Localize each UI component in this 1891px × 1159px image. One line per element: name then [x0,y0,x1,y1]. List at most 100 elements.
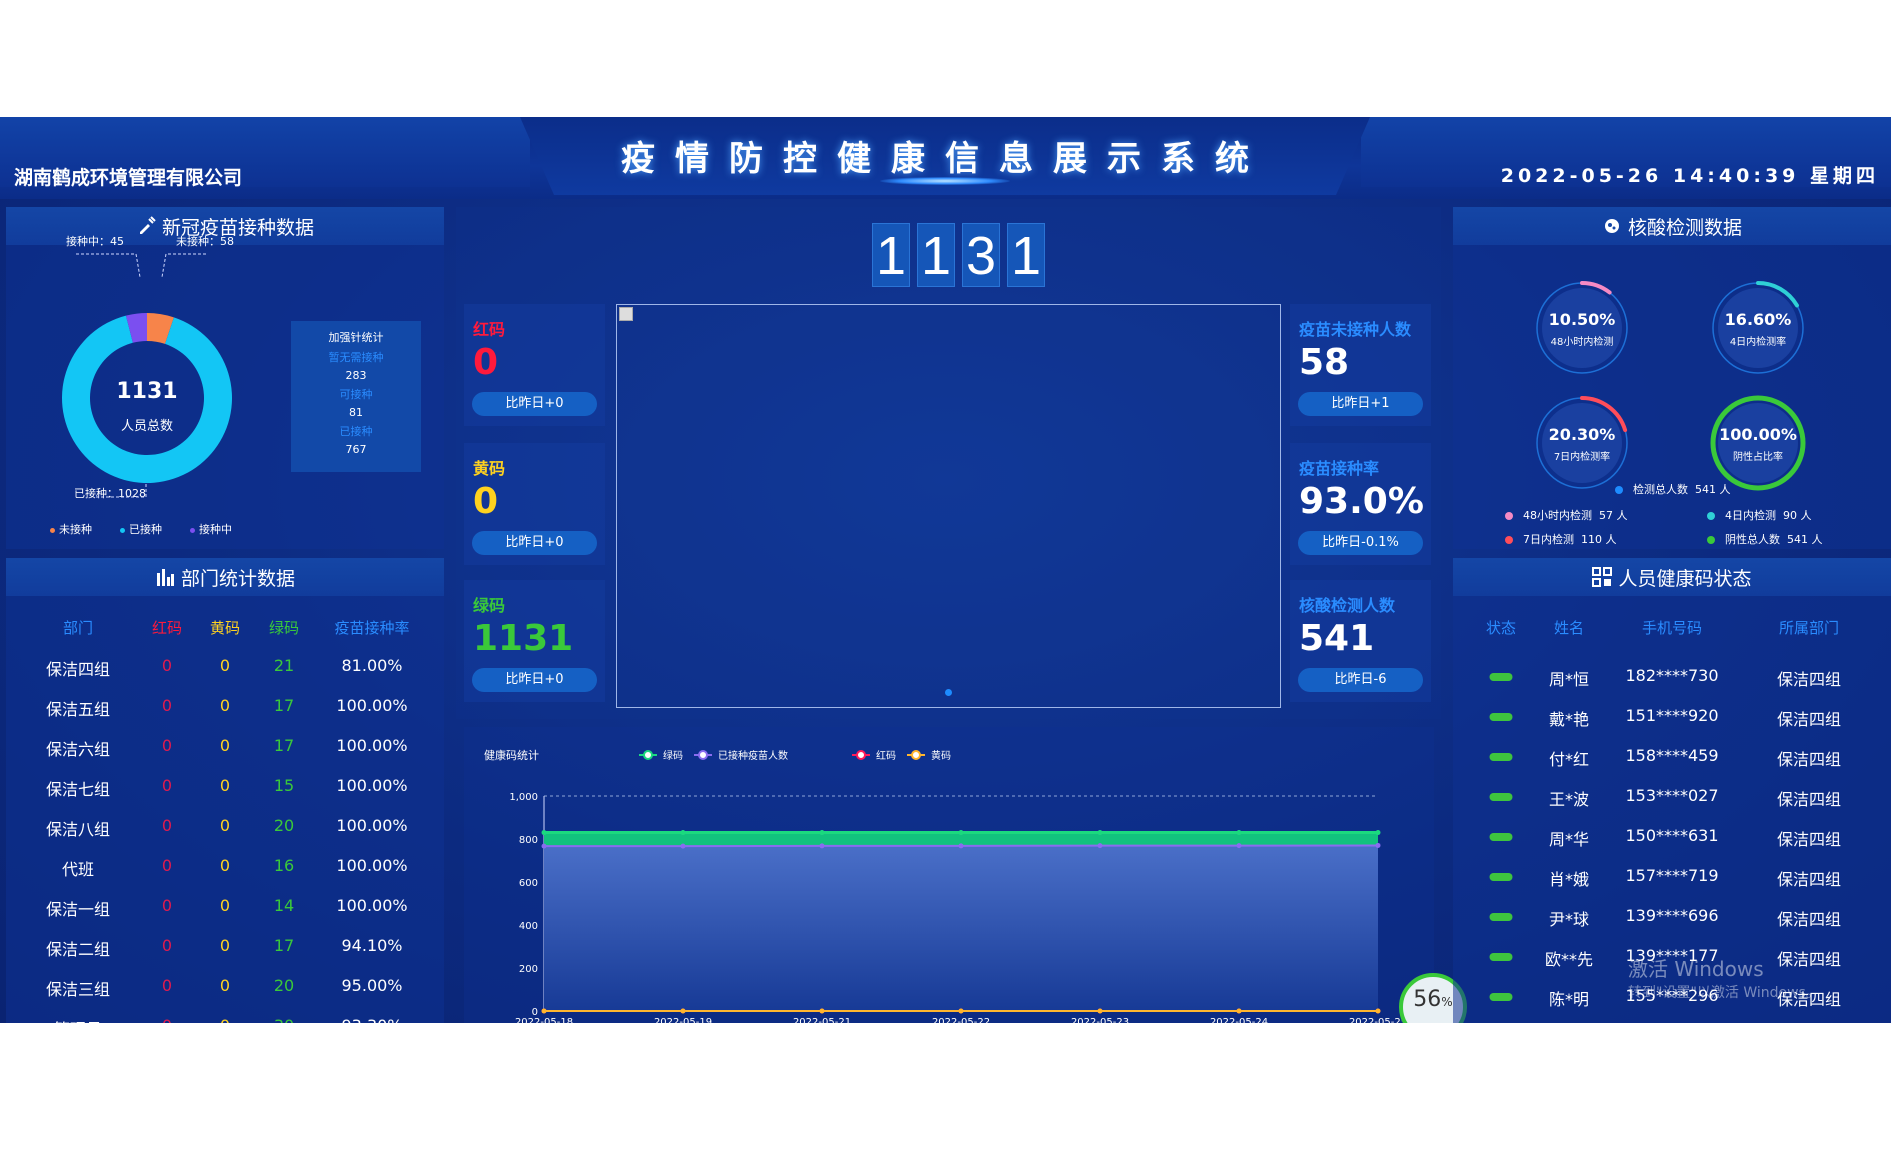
status-indicator-green [1489,713,1513,721]
card-value: 0 [473,342,499,383]
compare-badge: 比昨日+1 [1298,392,1423,416]
legend-label: 未接种 [59,523,92,536]
table-row[interactable]: 管理员 0 0 30 93.30% [6,1016,444,1023]
table-row[interactable]: 代班 0 0 16 100.00% [6,856,444,880]
legend-value: 541 人 [1787,533,1823,546]
table-row[interactable]: 王*波 153****027 保洁四组 [1453,786,1891,810]
table-cell: 150****631 [1625,826,1719,845]
table-row[interactable]: 保洁七组 0 0 15 100.00% [6,776,444,800]
data-point[interactable] [958,1008,964,1014]
legend-item[interactable]: 接种中 [190,521,232,537]
data-point[interactable] [541,830,547,836]
data-point[interactable] [541,1008,547,1014]
x-tick-label: 2022-05-21 [793,1017,851,1023]
table-cell: 0 [161,936,173,955]
compare-badge: 比昨日+0 [472,392,597,416]
data-point[interactable] [680,830,686,836]
table-row[interactable]: 保洁四组 0 0 21 81.00% [6,656,444,680]
data-point[interactable] [1236,843,1242,849]
table-row[interactable]: 戴*艳 151****920 保洁四组 [1453,706,1891,730]
donut-label: 未接种：58 [176,234,234,248]
carousel-dot[interactable] [945,689,952,696]
ring-arc [1711,281,1805,375]
ring-gauge [1711,281,1805,375]
table-row[interactable]: 周*恒 182****730 保洁四组 [1453,666,1891,690]
table-row[interactable]: 保洁二组 0 0 17 94.10% [6,936,444,960]
table-row[interactable]: 尹*球 139****696 保洁四组 [1453,906,1891,930]
table-row[interactable]: 保洁六组 0 0 17 100.00% [6,736,444,760]
legend-item[interactable]: 已接种 [120,521,162,537]
table-cell: 0 [161,696,173,715]
data-point[interactable] [680,843,686,849]
legend-item[interactable]: 红码 [852,749,896,762]
data-point[interactable] [1375,1008,1381,1014]
data-point[interactable] [958,830,964,836]
legend-item[interactable]: 已接种疫苗人数 [694,749,788,762]
legend-dot [1505,512,1513,520]
ring-inner [1542,288,1622,368]
table-row[interactable]: 保洁三组 0 0 20 95.00% [6,976,444,1000]
data-point[interactable] [958,843,964,849]
table-cell: 0 [219,856,231,875]
x-tick-label: 2022-05-18 [515,1017,573,1023]
data-point[interactable] [1097,1008,1103,1014]
y-tick-label: 1,000 [509,792,538,803]
legend-item[interactable]: 黄码 [907,749,951,762]
table-cell: 保洁三组 [45,980,111,999]
y-tick-label: 200 [519,964,538,975]
table-cell: 20 [273,976,295,995]
table-row[interactable]: 肖*娥 157****719 保洁四组 [1453,866,1891,890]
legend-item[interactable]: 未接种 [50,521,92,537]
data-point[interactable] [819,830,825,836]
card-value: 1131 [473,618,574,659]
status-indicator-green [1489,913,1513,921]
table-cell: 16 [273,856,295,875]
panel-title: 部门统计数据 [180,567,295,590]
legend-value: 90 人 [1783,509,1812,522]
y-tick-label: 400 [519,921,538,932]
y-tick-label: 0 [532,1007,538,1018]
counter-digit: 1 [872,223,910,287]
table-row[interactable]: 付*红 158****459 保洁四组 [1453,746,1891,770]
data-point[interactable] [1236,830,1242,836]
watermark-line2: 转到"设置"以激活 Windows。 [1628,985,1820,1001]
booster-label: 已接种 [339,425,373,438]
table-row[interactable]: 保洁五组 0 0 17 100.00% [6,696,444,720]
table-cell: 管理员 [54,1016,102,1023]
legend-label: 已接种 [129,523,162,536]
ring-gauge [1535,281,1629,375]
data-point[interactable] [680,1008,686,1014]
table-row[interactable]: 保洁一组 0 0 14 100.00% [6,896,444,920]
data-point[interactable] [1097,843,1103,849]
legend-item[interactable]: 绿码 [639,749,683,762]
table-row[interactable]: 周*华 150****631 保洁四组 [1453,826,1891,850]
table-cell: 21 [273,656,295,675]
card-value: 58 [1299,342,1350,383]
table-cell: 保洁六组 [45,740,111,759]
data-point[interactable] [1375,830,1381,836]
legend-marker [856,750,866,760]
nucleic-panel: 核酸检测数据 10.50% 48小时内检测 16.60% 4日内检测率 20.30% 7日… [1453,207,1891,549]
stat-card-right-2: 核酸检测人数 541 比昨日-6 [1290,580,1431,702]
table-cell: 0 [161,816,173,835]
data-point[interactable] [1097,830,1103,836]
donut-slice[interactable] [125,313,147,343]
table-row[interactable]: 欧**先 139****177 保洁四组 [1453,946,1891,970]
data-point[interactable] [819,1008,825,1014]
data-point[interactable] [541,843,547,849]
donut-slice[interactable] [61,315,232,483]
table-cell: 100.00% [336,856,408,875]
ring-inner [1718,288,1798,368]
donut-total: 1131 [116,379,178,404]
data-point[interactable] [1375,842,1381,848]
chart-title: 健康码统计 [484,748,539,762]
data-point[interactable] [819,843,825,849]
legend-dot [1615,486,1623,494]
legend-marker [911,750,921,760]
table-row[interactable]: 保洁八组 0 0 20 100.00% [6,816,444,840]
image-carousel[interactable] [616,304,1281,708]
table-cell: 尹*球 [1548,910,1590,929]
donut-slice[interactable] [147,313,174,344]
table-row[interactable]: 陈*明 155****296 保洁四组 [1453,986,1891,1010]
data-point[interactable] [1236,1008,1242,1014]
